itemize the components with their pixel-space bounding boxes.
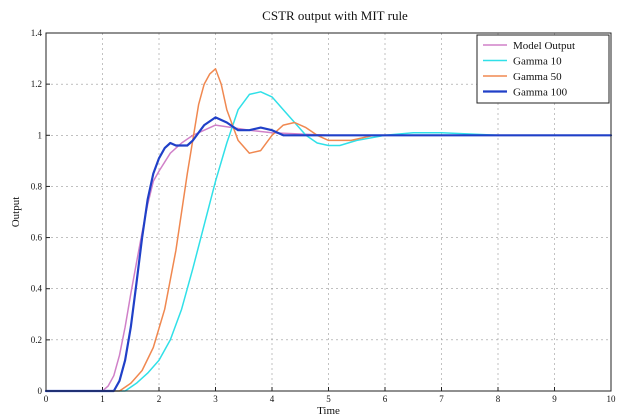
legend-entry-1: Gamma 10 xyxy=(513,56,562,68)
y-tick-label: 0.2 xyxy=(31,335,42,345)
x-tick-label: 8 xyxy=(496,394,501,404)
x-tick-label: 5 xyxy=(326,394,331,404)
y-tick-label: 1.2 xyxy=(31,79,42,89)
y-tick-label: 0 xyxy=(38,386,43,396)
y-tick-label: 1 xyxy=(38,130,43,140)
chart-title: CSTR output with MIT rule xyxy=(262,8,408,23)
x-axis-label: Time xyxy=(317,405,340,417)
legend: Model Output Gamma 10 Gamma 50 Gamma 100 xyxy=(476,34,610,104)
series-line-3 xyxy=(44,116,613,393)
x-tick-label: 7 xyxy=(439,394,444,404)
axis-ticks: 0 1 2 3 4 5 6 7 8 9 10 0 0.2 0.4 0.6 0.8 1 1.2 1.4 xyxy=(31,28,616,404)
x-tick-label: 6 xyxy=(383,394,388,404)
x-tick-label: 10 xyxy=(607,394,617,404)
y-tick-label: 0.6 xyxy=(31,233,43,243)
x-tick-label: 2 xyxy=(157,394,162,404)
y-tick-label: 1.4 xyxy=(31,28,43,38)
series-lines xyxy=(44,68,613,393)
y-tick-label: 0.8 xyxy=(31,181,43,191)
series-line-2 xyxy=(45,68,612,392)
x-tick-label: 3 xyxy=(213,394,218,404)
y-axis-label: Output xyxy=(10,197,22,228)
x-tick-label: 4 xyxy=(270,394,275,404)
y-tick-label: 0.4 xyxy=(31,284,43,294)
legend-entry-3: Gamma 100 xyxy=(513,87,568,99)
legend-entry-2: Gamma 50 xyxy=(513,71,562,83)
legend-entry-0: Model Output xyxy=(513,40,575,52)
x-tick-label: 0 xyxy=(44,394,49,404)
x-tick-label: 1 xyxy=(100,394,105,404)
x-tick-label: 9 xyxy=(552,394,557,404)
plot-area-frame xyxy=(45,32,612,392)
